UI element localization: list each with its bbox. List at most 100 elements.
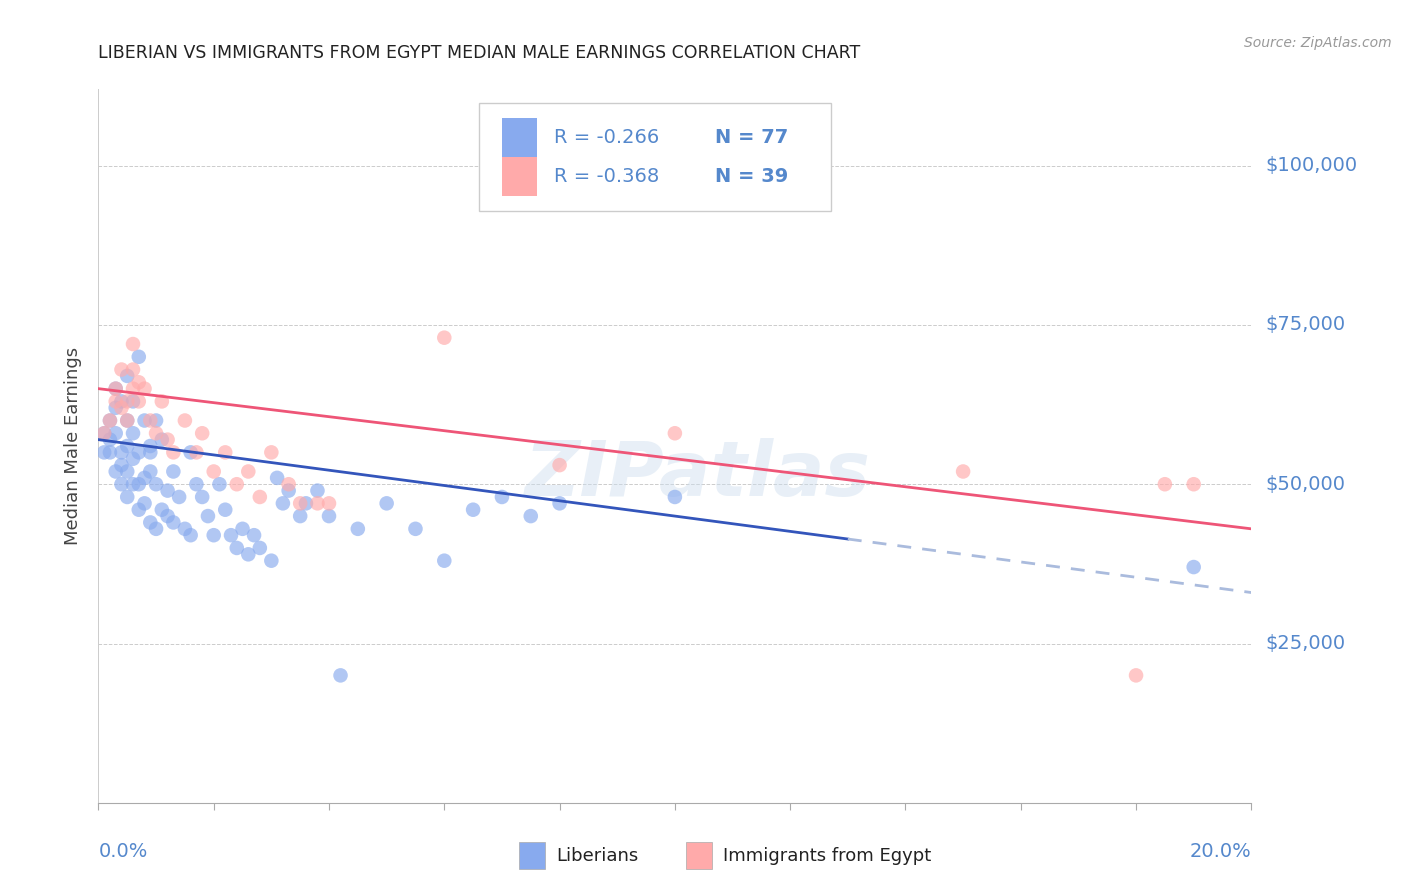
Point (117, 439, 138, 453)
Bar (519, 842, 544, 869)
Point (122, 382, 145, 396)
Point (664, 426, 686, 441)
Point (405, 522, 427, 536)
Point (277, 477, 299, 491)
Text: $75,000: $75,000 (1265, 316, 1346, 334)
Point (318, 496, 340, 510)
Point (128, 376, 150, 390)
Point (1182, 477, 1205, 491)
Point (375, 496, 398, 510)
Point (266, 471, 288, 485)
Point (208, 477, 231, 491)
Point (128, 350, 150, 364)
Point (271, 496, 294, 510)
Point (180, 445, 202, 459)
Point (128, 502, 150, 516)
Point (122, 337, 145, 351)
Y-axis label: Median Male Earnings: Median Male Earnings (65, 347, 83, 545)
Point (122, 477, 145, 491)
Point (117, 413, 138, 427)
Point (174, 522, 197, 536)
Point (174, 413, 197, 427)
Point (191, 426, 214, 441)
Point (433, 331, 456, 345)
Point (110, 394, 132, 409)
Point (191, 490, 214, 504)
Point (139, 516, 162, 530)
Point (249, 541, 271, 555)
Point (162, 445, 184, 459)
Bar (502, 157, 537, 196)
Point (110, 445, 132, 459)
Point (277, 483, 299, 498)
Point (238, 547, 260, 561)
Point (104, 382, 127, 396)
Text: N = 77: N = 77 (716, 128, 789, 147)
Point (295, 496, 318, 510)
Point (307, 483, 329, 498)
Point (186, 477, 208, 491)
Point (156, 509, 179, 524)
Point (1153, 477, 1175, 491)
Point (117, 413, 138, 427)
Point (93, 426, 115, 441)
Bar (502, 118, 537, 157)
Text: Immigrants from Egypt: Immigrants from Egypt (723, 847, 932, 865)
Point (548, 458, 571, 472)
Text: $50,000: $50,000 (1265, 475, 1346, 494)
Point (231, 522, 254, 536)
Point (156, 483, 179, 498)
Point (128, 445, 150, 459)
Point (202, 528, 225, 542)
Point (134, 471, 156, 485)
Point (167, 490, 190, 504)
Text: 0.0%: 0.0% (98, 842, 148, 861)
Point (122, 451, 145, 466)
Point (134, 413, 156, 427)
Point (122, 394, 145, 409)
Point (145, 413, 167, 427)
Point (93, 426, 115, 441)
Point (186, 445, 208, 459)
Point (225, 541, 247, 555)
Point (104, 465, 127, 479)
Point (117, 490, 138, 504)
Point (249, 490, 271, 504)
Point (93, 445, 115, 459)
Text: ZIPatlas: ZIPatlas (524, 438, 870, 511)
Point (110, 401, 132, 415)
Point (110, 458, 132, 472)
Point (664, 490, 686, 504)
Text: N = 39: N = 39 (716, 167, 789, 186)
Point (461, 502, 484, 516)
Point (150, 394, 173, 409)
Point (329, 668, 352, 682)
Point (318, 509, 340, 524)
Point (520, 509, 543, 524)
Point (260, 445, 283, 459)
Point (260, 554, 283, 568)
Point (128, 394, 150, 409)
Point (433, 554, 456, 568)
Point (225, 477, 247, 491)
Point (238, 465, 260, 479)
Point (202, 465, 225, 479)
Point (139, 445, 162, 459)
Point (1125, 668, 1147, 682)
Text: $25,000: $25,000 (1265, 634, 1346, 653)
Point (110, 362, 132, 376)
Point (548, 496, 571, 510)
Point (145, 477, 167, 491)
Point (197, 509, 219, 524)
Point (243, 528, 266, 542)
Point (139, 465, 162, 479)
Text: R = -0.368: R = -0.368 (554, 167, 659, 186)
Point (128, 477, 150, 491)
Point (346, 522, 368, 536)
Point (1182, 560, 1205, 574)
Point (150, 502, 173, 516)
Point (952, 465, 974, 479)
Point (134, 496, 156, 510)
Point (150, 433, 173, 447)
Point (290, 496, 312, 510)
